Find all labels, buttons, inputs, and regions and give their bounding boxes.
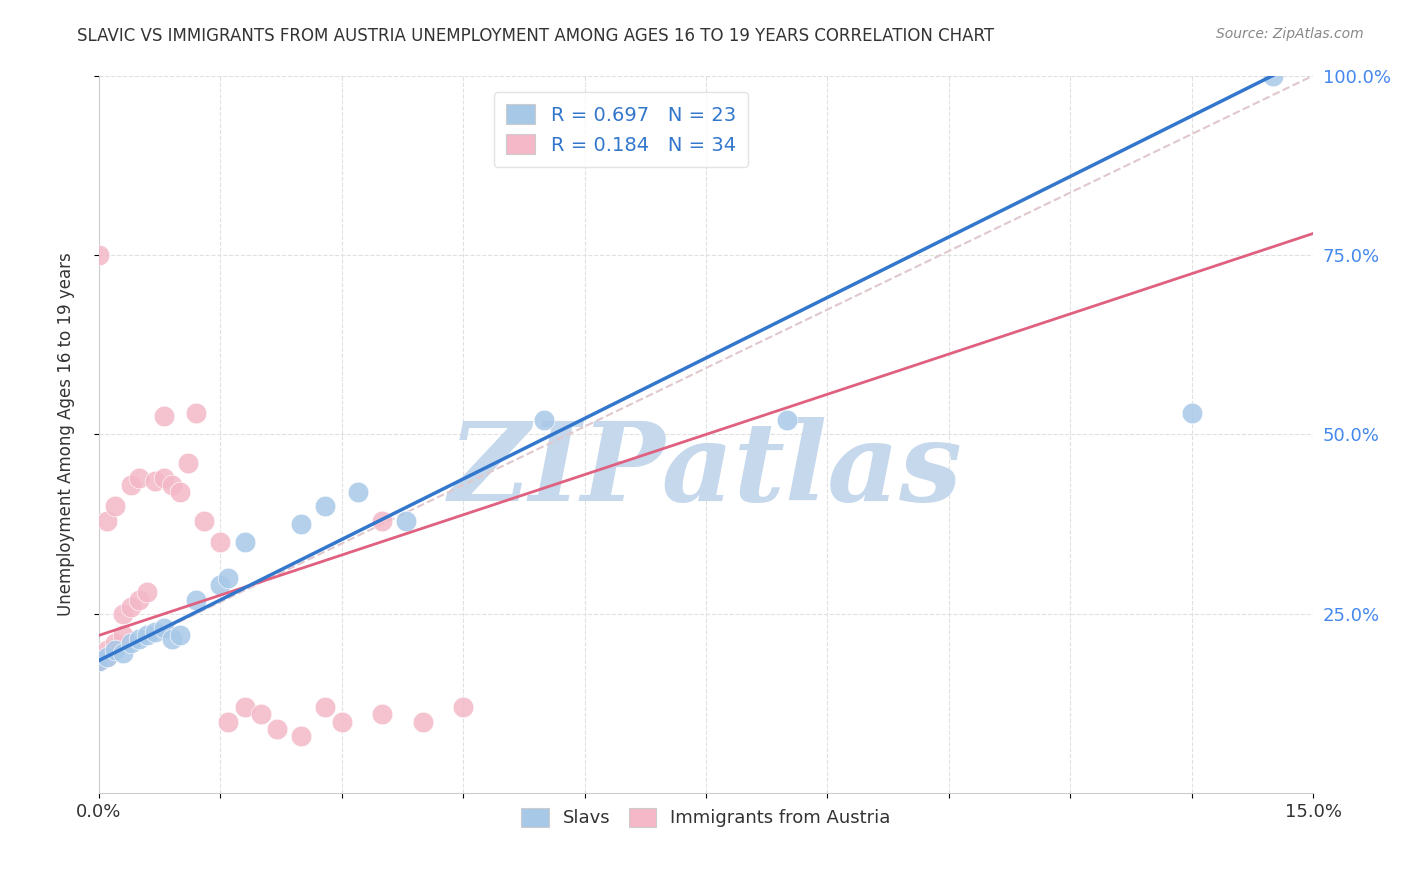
Text: ZIPatlas: ZIPatlas [449, 417, 963, 524]
Point [120, 599, 142, 614]
Point [112, 646, 135, 660]
Point [128, 470, 150, 484]
Point [96, 514, 118, 528]
Point [136, 628, 159, 642]
Point [371, 707, 394, 722]
Point [112, 607, 135, 621]
Point [145, 474, 167, 488]
Point [266, 722, 288, 736]
Point [233, 535, 256, 549]
Text: SLAVIC VS IMMIGRANTS FROM AUSTRIA UNEMPLOYMENT AMONG AGES 16 TO 19 YEARS CORRELA: SLAVIC VS IMMIGRANTS FROM AUSTRIA UNEMPL… [77, 27, 994, 45]
Point [128, 592, 150, 607]
Point [145, 624, 167, 639]
Point [315, 700, 337, 714]
Point [217, 714, 239, 729]
Point [193, 514, 215, 528]
Point [1261, 69, 1284, 83]
Point [184, 592, 207, 607]
Text: Source: ZipAtlas.com: Source: ZipAtlas.com [1216, 27, 1364, 41]
Point [152, 409, 174, 424]
Point [169, 628, 191, 642]
Point [87, 654, 110, 668]
Point [395, 514, 418, 528]
Point [160, 632, 183, 646]
Point [533, 413, 555, 427]
Point [209, 578, 232, 592]
Point [371, 514, 394, 528]
Point [315, 500, 337, 514]
Point [87, 654, 110, 668]
Point [1181, 406, 1204, 420]
Point [96, 650, 118, 665]
Y-axis label: Unemployment Among Ages 16 to 19 years: Unemployment Among Ages 16 to 19 years [58, 252, 75, 616]
Point [184, 406, 207, 420]
Point [233, 700, 256, 714]
Point [412, 714, 434, 729]
Point [290, 729, 312, 743]
Point [96, 642, 118, 657]
Legend: Slavs, Immigrants from Austria: Slavs, Immigrants from Austria [515, 801, 898, 835]
Point [209, 535, 232, 549]
Point [96, 650, 118, 665]
Point [169, 484, 191, 499]
Point [128, 632, 150, 646]
Point [249, 707, 271, 722]
Point [120, 477, 142, 491]
Point [120, 635, 142, 649]
Point [290, 517, 312, 532]
Point [104, 500, 127, 514]
Point [104, 635, 127, 649]
Point [177, 456, 200, 470]
Point [451, 700, 474, 714]
Point [104, 642, 127, 657]
Point [136, 585, 159, 599]
Point [160, 477, 183, 491]
Point [347, 484, 370, 499]
Point [87, 248, 110, 262]
Point [330, 714, 353, 729]
Point [152, 621, 174, 635]
Point [217, 571, 239, 585]
Point [112, 628, 135, 642]
Point [776, 413, 799, 427]
Point [152, 470, 174, 484]
